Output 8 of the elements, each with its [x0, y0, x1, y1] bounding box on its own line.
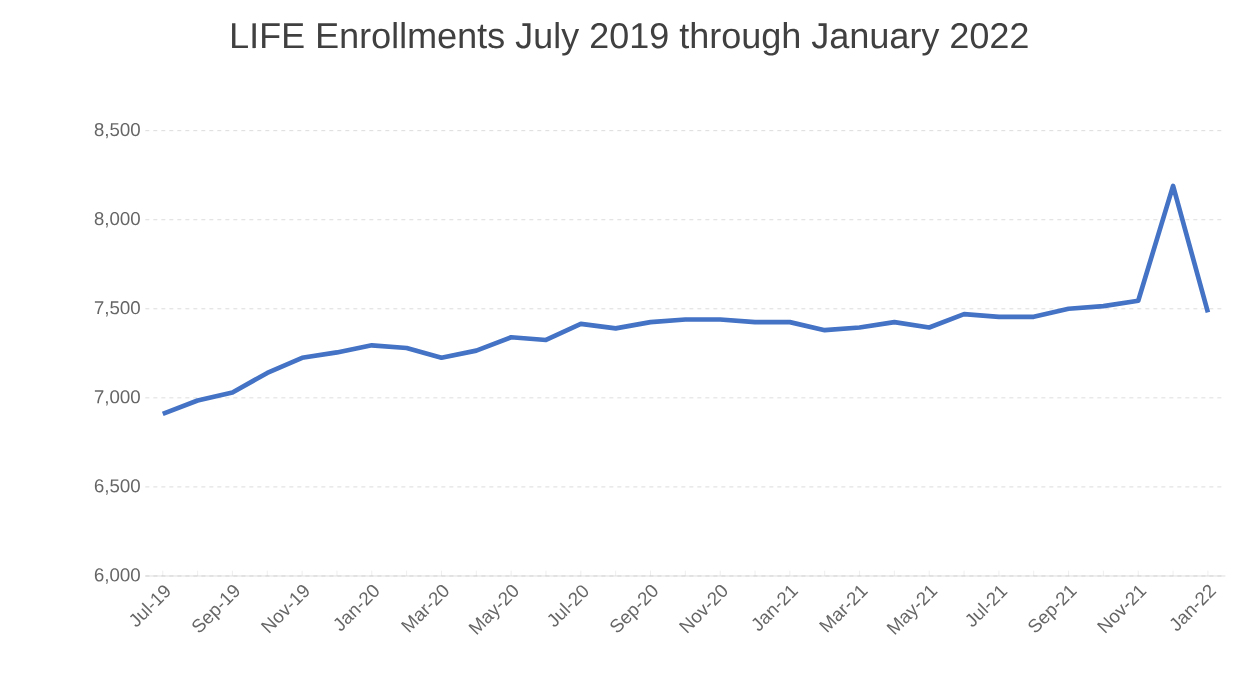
y-tick-label: 6,500 — [94, 479, 140, 495]
y-tick-label: 6,000 — [94, 568, 140, 584]
chart-title: LIFE Enrollments July 2019 through January 2022 — [232, 22, 1028, 56]
y-tick-label: 8,500 — [94, 122, 140, 139]
line-series — [160, 183, 1211, 417]
y-tick-label: 7,500 — [94, 301, 140, 317]
y-tick-label: 7,000 — [94, 390, 140, 406]
y-tick-label: 8,000 — [94, 211, 140, 228]
